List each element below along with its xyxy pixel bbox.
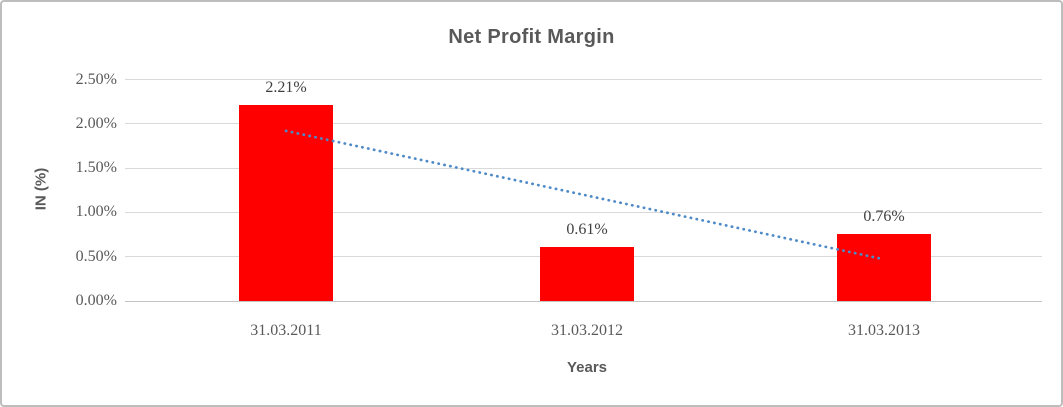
- bar-value-label: 0.76%: [863, 207, 905, 225]
- bar-31.03.2013: [837, 233, 931, 301]
- bar-31.03.2011: [239, 105, 333, 301]
- x-axis-title: Years: [566, 359, 608, 376]
- gridline: [125, 79, 1042, 80]
- y-tick-label: 1.50%: [75, 159, 117, 177]
- x-category-label: 31.03.2013: [848, 322, 920, 339]
- x-axis-line: [125, 301, 1042, 302]
- y-tick-label: 0.00%: [75, 292, 117, 309]
- bar-value-label: 2.21%: [265, 79, 307, 97]
- y-tick-label: 0.50%: [75, 247, 117, 265]
- x-category-label: 31.03.2012: [551, 322, 623, 339]
- bar-value-label: 0.61%: [566, 220, 608, 238]
- y-tick-label: 2.50%: [75, 70, 117, 88]
- bar-31.03.2012: [540, 246, 634, 301]
- x-category-label: 31.03.2011: [250, 322, 322, 339]
- gridline: [125, 123, 1042, 125]
- chart-title: Net Profit Margin: [448, 26, 615, 48]
- y-tick-label: 2.00%: [75, 114, 117, 132]
- y-tick-label: 1.00%: [75, 203, 117, 221]
